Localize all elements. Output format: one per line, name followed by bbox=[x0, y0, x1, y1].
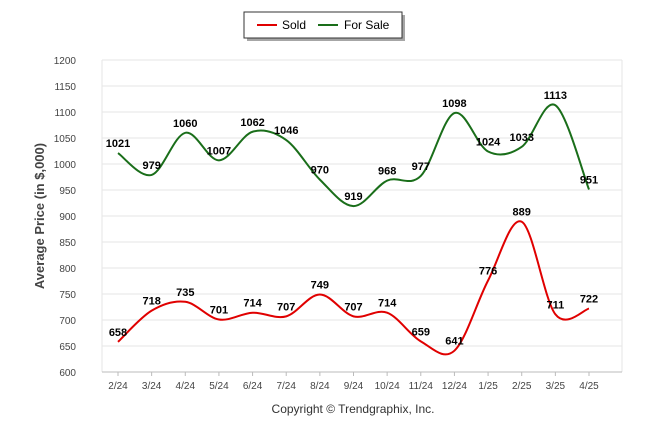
data-label-for-sale: 970 bbox=[311, 165, 329, 177]
y-tick-label: 1050 bbox=[54, 134, 77, 145]
data-label-for-sale: 979 bbox=[142, 160, 160, 172]
data-labels: 658 718 735 701 714 707 749 707 714 659 641 776 889 7… bbox=[106, 90, 598, 347]
x-tick-label: 7/24 bbox=[276, 381, 296, 392]
data-label-sold: 889 bbox=[513, 207, 531, 219]
data-label-sold: 714 bbox=[243, 298, 262, 310]
x-axis-ticks: 2/24 3/24 4/24 5/24 6/24 7/24 8/24 9/24 10/24 11/… bbox=[108, 372, 599, 392]
data-label-sold: 658 bbox=[109, 327, 127, 339]
series-line-sold bbox=[117, 220, 590, 356]
data-label-sold: 711 bbox=[546, 299, 564, 311]
data-label-sold: 722 bbox=[580, 294, 598, 306]
data-label-for-sale: 1113 bbox=[544, 90, 567, 102]
legend: Sold For Sale bbox=[243, 11, 405, 41]
y-tick-label: 1150 bbox=[54, 82, 76, 93]
y-tick-label: 900 bbox=[59, 212, 76, 223]
y-tick-label: 1200 bbox=[54, 56, 77, 67]
data-label-sold: 776 bbox=[479, 265, 497, 277]
legend-label-for-sale: For Sale bbox=[344, 18, 390, 32]
data-label-for-sale: 1098 bbox=[442, 98, 466, 110]
x-tick-label: 4/24 bbox=[176, 381, 196, 392]
data-label-for-sale: 1021 bbox=[106, 138, 130, 150]
y-axis-label: Average Price (in $,000) bbox=[32, 143, 47, 289]
data-label-for-sale: 1060 bbox=[173, 118, 197, 130]
y-tick-label: 600 bbox=[59, 368, 76, 379]
data-label-sold: 718 bbox=[142, 296, 160, 308]
data-label-for-sale: 1062 bbox=[240, 117, 264, 129]
x-tick-label: 3/25 bbox=[546, 381, 566, 392]
data-label-sold: 707 bbox=[277, 301, 295, 313]
x-tick-label: 5/24 bbox=[209, 381, 229, 392]
x-tick-label: 8/24 bbox=[310, 381, 330, 392]
data-label-for-sale: 1007 bbox=[207, 145, 231, 157]
data-label-sold: 714 bbox=[378, 298, 397, 310]
legend-label-sold: Sold bbox=[282, 18, 306, 32]
data-label-sold: 701 bbox=[210, 304, 228, 316]
x-tick-label: 2/25 bbox=[512, 381, 532, 392]
data-label-for-sale: 977 bbox=[412, 161, 430, 173]
x-tick-label: 12/24 bbox=[442, 381, 467, 392]
data-label-sold: 735 bbox=[176, 287, 194, 299]
y-tick-label: 800 bbox=[59, 264, 76, 275]
y-tick-label: 950 bbox=[59, 186, 76, 197]
x-tick-label: 11/24 bbox=[409, 381, 434, 392]
x-tick-label: 2/24 bbox=[108, 381, 128, 392]
copyright-footer: Copyright © Trendgraphix, Inc. bbox=[272, 402, 435, 416]
x-tick-label: 3/24 bbox=[142, 381, 162, 392]
series-lines bbox=[117, 103, 590, 356]
y-tick-label: 850 bbox=[59, 238, 76, 249]
y-tick-label: 650 bbox=[59, 342, 76, 353]
data-label-sold: 641 bbox=[445, 336, 463, 348]
data-label-for-sale: 951 bbox=[580, 174, 598, 186]
x-tick-label: 6/24 bbox=[243, 381, 263, 392]
y-tick-label: 750 bbox=[59, 290, 76, 301]
grid bbox=[101, 59, 623, 373]
data-label-for-sale: 919 bbox=[344, 191, 362, 203]
y-tick-label: 700 bbox=[59, 316, 76, 327]
data-label-sold: 749 bbox=[311, 280, 329, 292]
data-label-for-sale: 1033 bbox=[509, 132, 533, 144]
series-line-for-sale bbox=[117, 103, 590, 208]
data-label-sold: 659 bbox=[412, 326, 430, 338]
data-label-for-sale: 1046 bbox=[274, 125, 298, 137]
data-label-for-sale: 968 bbox=[378, 166, 396, 178]
data-label-for-sale: 1024 bbox=[476, 137, 501, 149]
x-tick-label: 4/25 bbox=[579, 381, 599, 392]
y-axis-ticks: 600 650 700 750 800 850 900 950 1000 1050 1100 1150… bbox=[54, 56, 77, 379]
y-tick-label: 1100 bbox=[54, 108, 76, 119]
y-tick-label: 1000 bbox=[54, 160, 77, 171]
x-tick-label: 10/24 bbox=[375, 381, 400, 392]
data-label-sold: 707 bbox=[344, 301, 362, 313]
x-tick-label: 1/25 bbox=[478, 381, 498, 392]
x-tick-label: 9/24 bbox=[344, 381, 364, 392]
